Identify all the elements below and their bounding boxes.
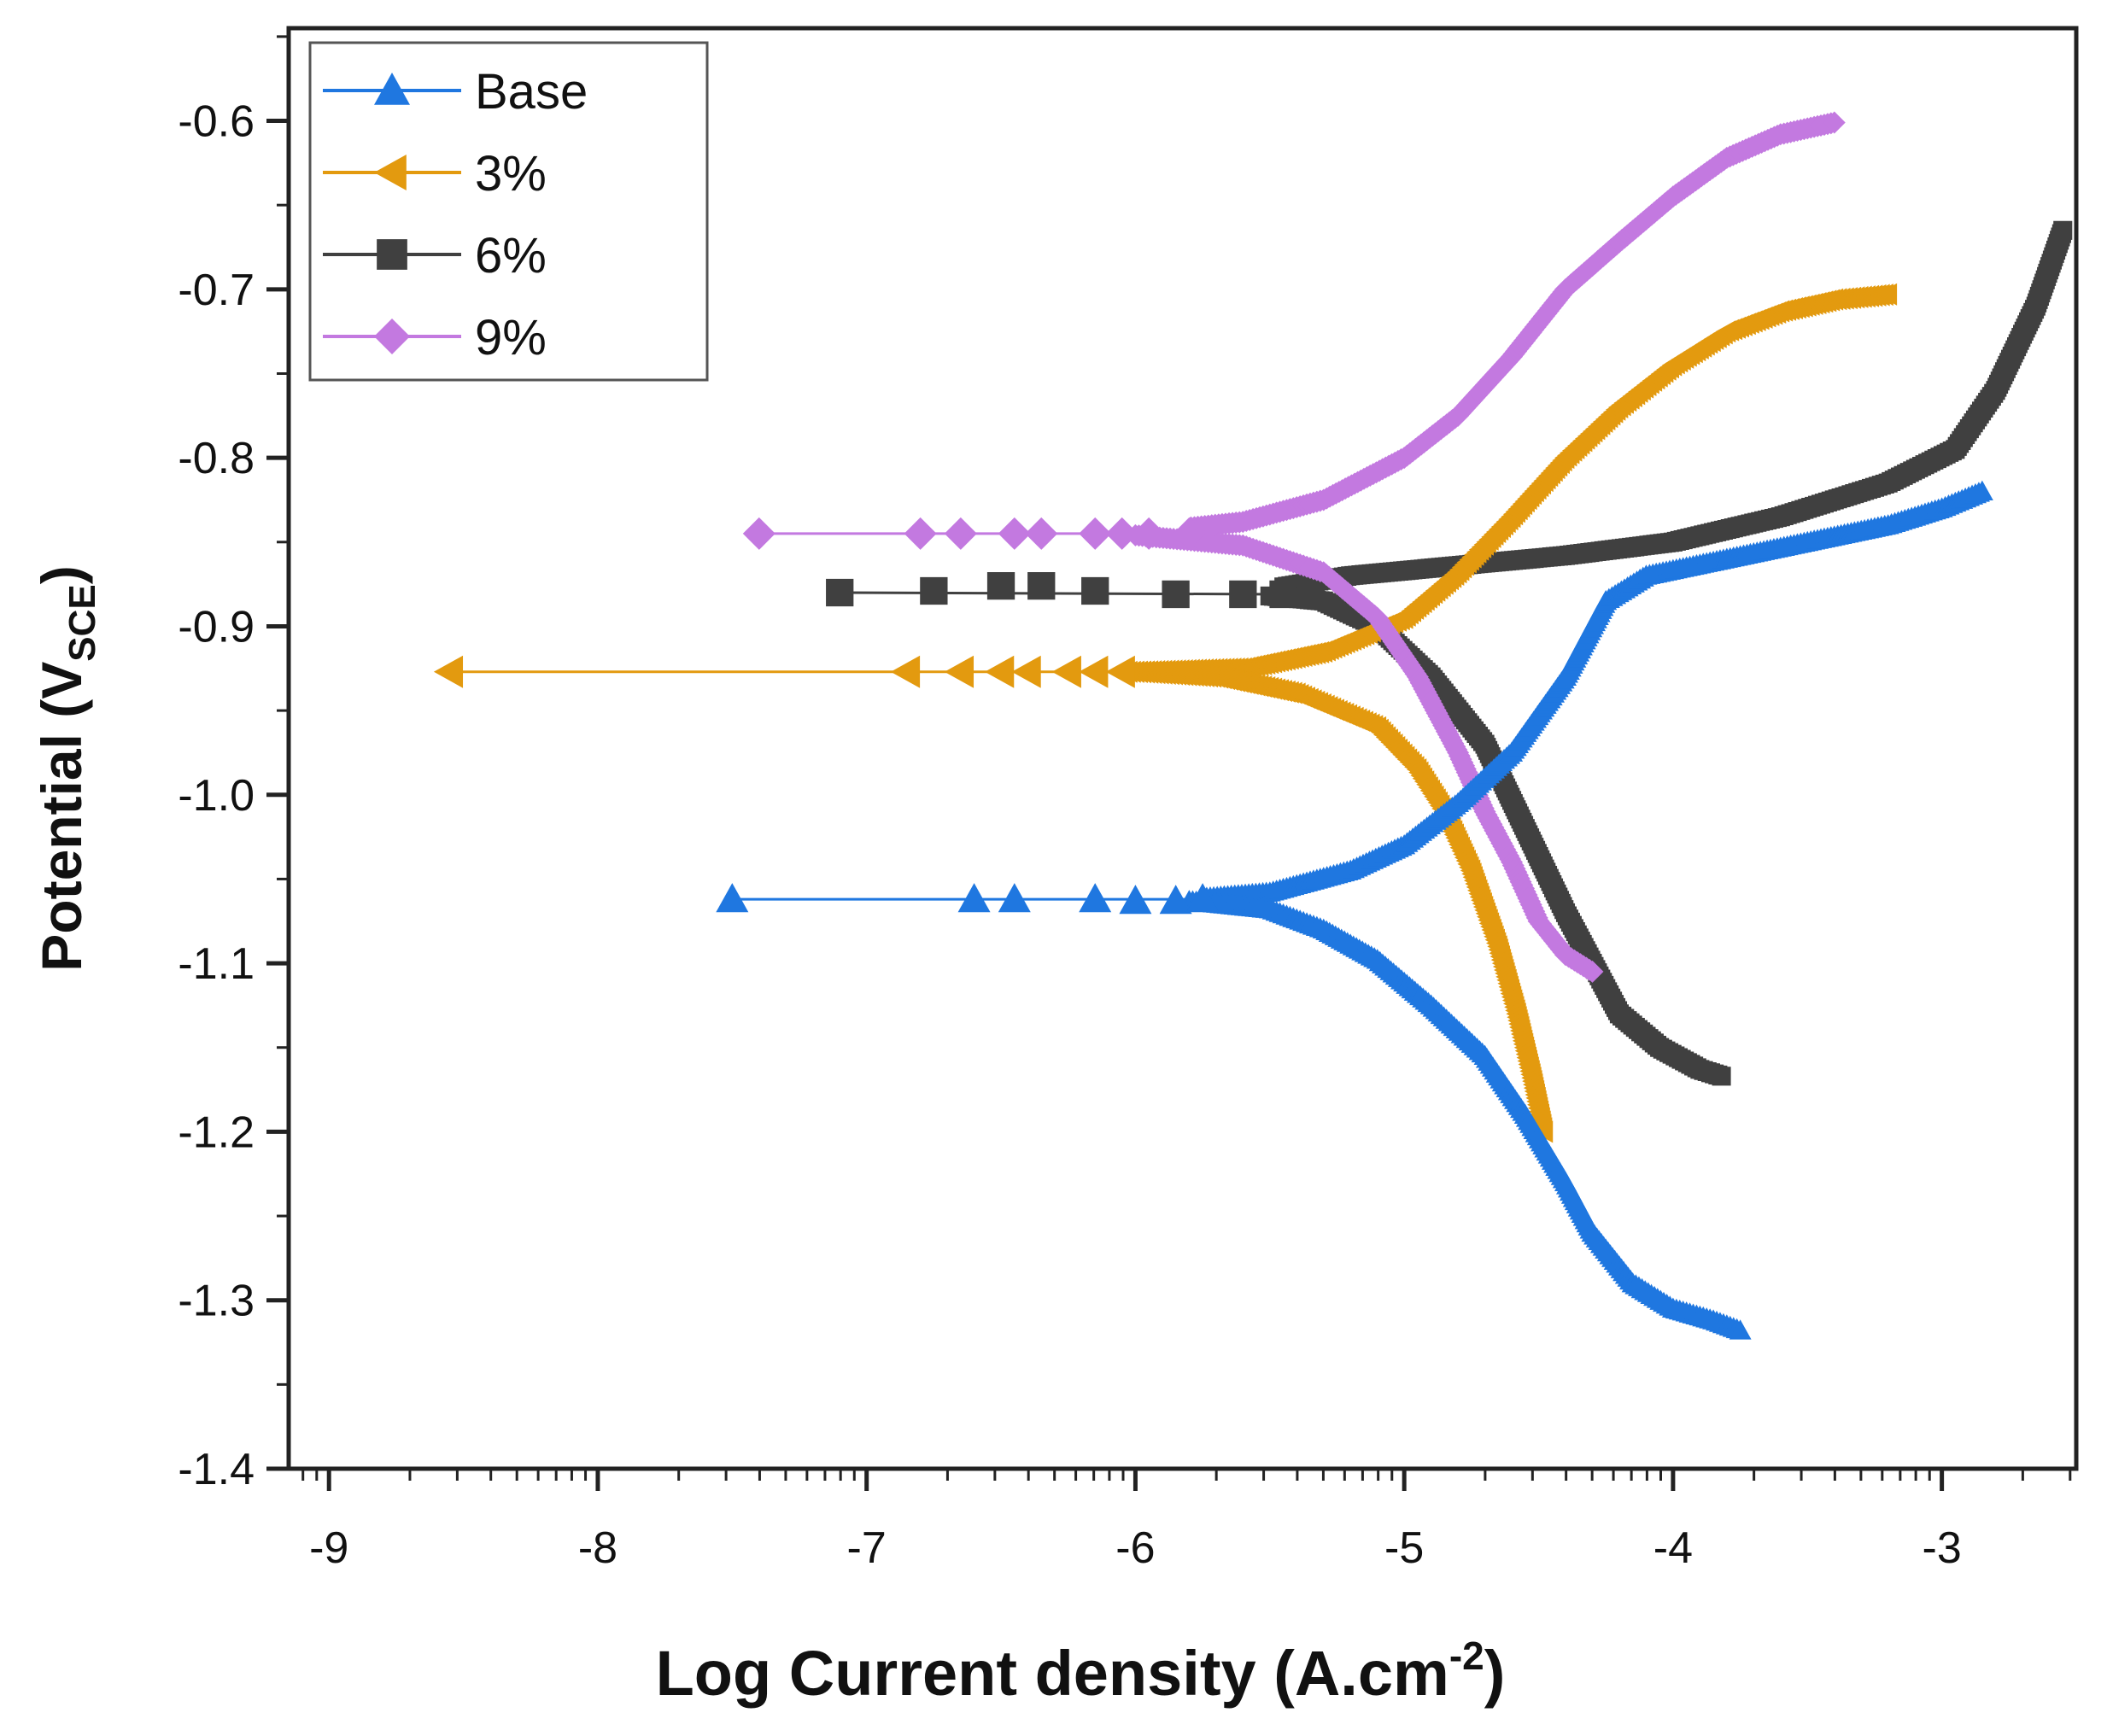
legend-marker-6pct bbox=[377, 239, 407, 270]
series-6pct-marker bbox=[826, 578, 854, 607]
y-tick-label: -1.2 bbox=[178, 1108, 255, 1157]
series-3pct-marker bbox=[985, 655, 1015, 688]
series-9pct-marker bbox=[1173, 517, 1206, 550]
x-tick-label: -3 bbox=[1923, 1523, 1962, 1573]
x-tick-label: -9 bbox=[309, 1523, 348, 1573]
y-tick-label: -0.6 bbox=[178, 97, 255, 147]
legend: Base 3% 6% 9% bbox=[308, 41, 709, 382]
legend-entry-3pct: 3% bbox=[323, 146, 547, 202]
y-tick-label: -1.3 bbox=[178, 1277, 255, 1326]
series-base bbox=[716, 480, 1993, 1340]
series-3pct-marker bbox=[890, 655, 921, 688]
series-3pct-cathodic-point bbox=[1532, 1120, 1554, 1143]
series-3pct-marker bbox=[433, 655, 464, 688]
series-3pct-marker bbox=[1105, 655, 1135, 688]
x-tick-label: -5 bbox=[1384, 1523, 1424, 1573]
series-9pct-marker bbox=[1079, 517, 1112, 550]
series-6pct bbox=[826, 220, 2073, 1086]
legend-label-3pct: 3% bbox=[475, 146, 547, 202]
series-3pct-marker bbox=[944, 655, 974, 688]
legend-marker-9pct bbox=[374, 319, 410, 354]
series-9pct-marker bbox=[998, 517, 1031, 550]
y-axis-title-end: ) bbox=[30, 565, 93, 584]
series-6pct-marker bbox=[1081, 576, 1109, 605]
y-tick-label: -1.1 bbox=[178, 939, 255, 989]
series-base-marker bbox=[716, 883, 749, 913]
series-base-marker bbox=[1079, 883, 1112, 913]
y-tick-label: -1.4 bbox=[178, 1445, 255, 1494]
series-6pct-cathodic-point bbox=[1712, 1067, 1731, 1086]
y-tick-label: -0.7 bbox=[178, 266, 255, 315]
series-9pct bbox=[742, 111, 1846, 983]
series-base-marker bbox=[1186, 883, 1220, 913]
series-6pct-marker bbox=[920, 576, 948, 605]
series-base-marker bbox=[957, 883, 991, 913]
y-axis-title: Potential (VSCE) bbox=[30, 565, 103, 972]
series-3pct-marker bbox=[1051, 655, 1081, 688]
legend-label-6pct: 6% bbox=[475, 228, 547, 283]
x-axis-title: Log Current density (A.cm-2) bbox=[656, 1634, 1506, 1709]
series-6pct-marker bbox=[1229, 580, 1257, 609]
series-base-cathodic-point bbox=[1729, 1319, 1752, 1340]
series-9pct-marker bbox=[944, 517, 977, 550]
x-tick-label: -6 bbox=[1115, 1523, 1155, 1573]
series-3pct-marker bbox=[1011, 655, 1041, 688]
series-9pct-marker bbox=[1133, 517, 1166, 550]
legend-marker-base bbox=[374, 73, 410, 105]
series-9pct-cathodic-point bbox=[1581, 960, 1604, 983]
series-9pct-marker bbox=[904, 517, 937, 550]
series-9pct-marker bbox=[1105, 517, 1138, 550]
legend-entry-9pct: 9% bbox=[323, 310, 547, 365]
series-6pct-line bbox=[840, 591, 1284, 596]
legend-entry-base: Base bbox=[323, 64, 588, 120]
series-6pct-marker bbox=[986, 571, 1015, 600]
legend-entry-6pct: 6% bbox=[323, 228, 547, 283]
x-axis-title-main: Log Current density (A.cm bbox=[656, 1638, 1449, 1709]
x-tick-label: -8 bbox=[578, 1523, 617, 1573]
series-3pct bbox=[433, 283, 1898, 1143]
series-9pct-marker bbox=[742, 517, 775, 550]
series-6pct-anodic-point bbox=[2053, 220, 2073, 240]
series-9pct-anodic-point bbox=[1823, 111, 1846, 134]
plot-frame bbox=[286, 26, 2079, 1471]
tick-labels: -9 -8 -7 -6 -5 -4 -3 -1.4 -1.3 -1.2 -1.1 -1.0 -0.9 -0… bbox=[178, 97, 1961, 1573]
series-6pct-marker bbox=[1162, 580, 1190, 609]
series-base-marker bbox=[1159, 885, 1192, 915]
y-tick-label: -0.9 bbox=[178, 602, 255, 652]
series-9pct-marker bbox=[1025, 517, 1058, 550]
y-tick-label: -0.8 bbox=[178, 434, 255, 483]
series-3pct-marker bbox=[1079, 655, 1109, 688]
series-6pct-marker bbox=[1269, 580, 1297, 609]
legend-box bbox=[308, 41, 709, 382]
legend-label-9pct: 9% bbox=[475, 310, 547, 365]
series-3pct-anodic-point bbox=[1876, 283, 1898, 306]
series-6pct-marker bbox=[1027, 571, 1056, 600]
series-base-anodic-point bbox=[1970, 480, 1993, 501]
y-tick-label: -1.0 bbox=[178, 771, 255, 821]
series-base-marker bbox=[1119, 885, 1152, 915]
x-tick-label: -4 bbox=[1653, 1523, 1693, 1573]
y-axis-title-main: Potential (V bbox=[30, 662, 93, 972]
x-axis-title-sup: -2 bbox=[1449, 1634, 1484, 1678]
x-axis-title-end: ) bbox=[1484, 1638, 1506, 1709]
x-tick-label: -7 bbox=[847, 1523, 887, 1573]
y-axis-title-sub: SCE bbox=[61, 584, 103, 661]
series-layer bbox=[433, 111, 2073, 1340]
legend-label-base: Base bbox=[475, 64, 588, 120]
legend-marker-3pct bbox=[374, 155, 407, 190]
series-base-marker bbox=[998, 883, 1031, 913]
